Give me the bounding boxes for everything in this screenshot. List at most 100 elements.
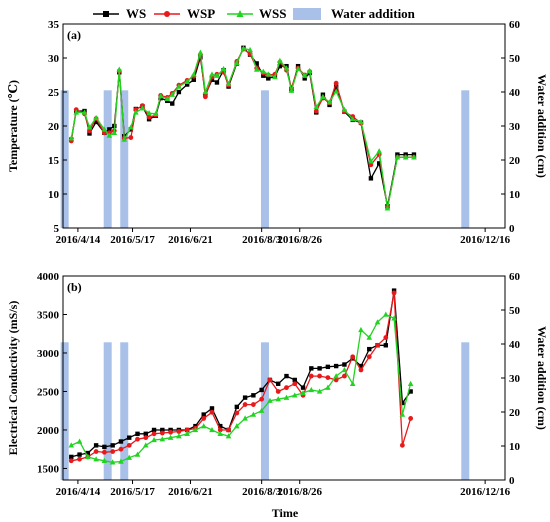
data-point-wss [306, 67, 313, 74]
data-point-wss [267, 397, 273, 403]
data-point-wsp [118, 446, 124, 452]
data-point-wss [288, 87, 295, 93]
data-point-wsp [159, 430, 165, 436]
x-tick-label: 2016/4/14 [56, 234, 101, 246]
data-point-wsp [202, 94, 208, 100]
legend-wss-marker [236, 10, 244, 17]
water-addition-bar [103, 342, 112, 480]
x-tick-label: 2016/6/21 [168, 486, 213, 498]
x-tick-label: 2016/5/17 [110, 486, 155, 498]
y-right-axis-title: Water addition (cm) [535, 326, 549, 430]
data-point-wss [225, 433, 232, 439]
data-point-wss [265, 71, 272, 77]
data-point-wsp [151, 431, 157, 437]
data-point-wss [81, 109, 88, 115]
data-point-wss [151, 436, 157, 443]
data-point-ws [209, 406, 215, 411]
data-point-wsp [184, 427, 190, 433]
data-point-wsp [313, 108, 319, 114]
data-point-ws [367, 346, 372, 352]
data-point-wss [384, 205, 391, 211]
x-axis-title: Time [272, 506, 299, 520]
data-point-wss [209, 71, 215, 77]
legend-ws-marker [103, 11, 109, 17]
y-left-tick-label: 3000 [37, 348, 60, 360]
y-right-tick-label: 30 [509, 373, 521, 385]
data-point-wss [313, 103, 320, 110]
data-point-ws [261, 73, 266, 78]
data-point-wss [366, 334, 373, 340]
data-point-ws [85, 450, 91, 456]
data-point-wss [220, 65, 227, 72]
y-right-tick-label: 50 [509, 305, 521, 317]
y-left-axis-title: Temperature (℃) [6, 80, 20, 172]
data-point-ws [276, 381, 281, 386]
data-point-ws [191, 77, 196, 82]
data-point-wsp [209, 409, 215, 415]
data-point-wsp [391, 290, 397, 296]
data-point-wss [214, 72, 220, 78]
data-point-ws [254, 61, 259, 66]
y-right-tick-label: 40 [509, 339, 521, 351]
data-point-wsp [275, 389, 281, 394]
data-point-wsp [408, 416, 414, 421]
data-point-ws [383, 343, 389, 348]
data-point-ws [77, 452, 82, 457]
data-point-wss [300, 390, 306, 396]
plot-frame [62, 23, 506, 229]
data-point-ws [184, 82, 190, 87]
data-point-wss [341, 366, 348, 373]
data-point-ws [93, 443, 99, 448]
data-point-wsp [333, 80, 339, 86]
data-point-wss [93, 114, 99, 121]
x-tick-label: 2016/8/26 [277, 234, 322, 246]
water-addition-bar [461, 90, 470, 228]
y-left-tick-label: 3500 [37, 309, 60, 321]
data-point-wss [184, 430, 190, 437]
data-point-ws [143, 431, 148, 437]
panel-label: (a) [67, 28, 81, 42]
panel-a: 5 10 15 20 25 30 35 0 10 20 30 40 50 60 2016/4/14 2016/… [6, 19, 549, 246]
y-right-axis-title: Water addition (cm) [535, 74, 549, 178]
data-point-wss [76, 438, 83, 444]
data-point-ws [266, 76, 271, 81]
data-point-ws [201, 412, 206, 417]
water-addition-bar [461, 342, 470, 480]
water-addition-bar [103, 90, 112, 228]
legend-water-label: Water addition [331, 6, 416, 21]
data-point-wss [250, 411, 257, 417]
data-point-ws [218, 423, 223, 429]
data-point-wsp [308, 373, 314, 379]
y-left-tick-label: 35 [48, 19, 60, 31]
data-point-wss [242, 415, 248, 421]
data-point-wsp [217, 427, 223, 433]
data-point-wss [68, 442, 75, 448]
x-tick-label: 2016/8/3 [242, 486, 282, 498]
data-point-wsp [176, 429, 182, 434]
data-point-wss [134, 451, 141, 457]
data-point-wss [247, 46, 253, 53]
data-point-wss [341, 106, 348, 112]
data-point-wss [368, 158, 374, 164]
data-point-wsp [226, 427, 231, 433]
x-tick-label: 2016/4/14 [56, 486, 101, 498]
legend-wsp-marker [164, 11, 170, 17]
data-point-wss [109, 459, 116, 465]
water-addition-bar [60, 342, 69, 480]
data-point-wss [283, 65, 290, 71]
water-addition-bar [260, 90, 269, 228]
y-right-tick-label: 10 [509, 441, 521, 453]
data-point-wss [234, 423, 240, 429]
y-left-tick-label: 2500 [37, 386, 60, 398]
data-point-wss [358, 118, 364, 125]
y-right-tick-label: 50 [509, 53, 521, 65]
data-point-wss [411, 154, 417, 160]
data-point-wsp [375, 342, 380, 348]
data-point-wss [234, 59, 240, 65]
data-point-ws [342, 362, 347, 367]
data-point-wss [139, 105, 146, 111]
x-tick-label: 2016/12/16 [460, 486, 511, 498]
y-right-tick-label: 0 [509, 223, 515, 235]
data-point-wsp [342, 373, 347, 379]
